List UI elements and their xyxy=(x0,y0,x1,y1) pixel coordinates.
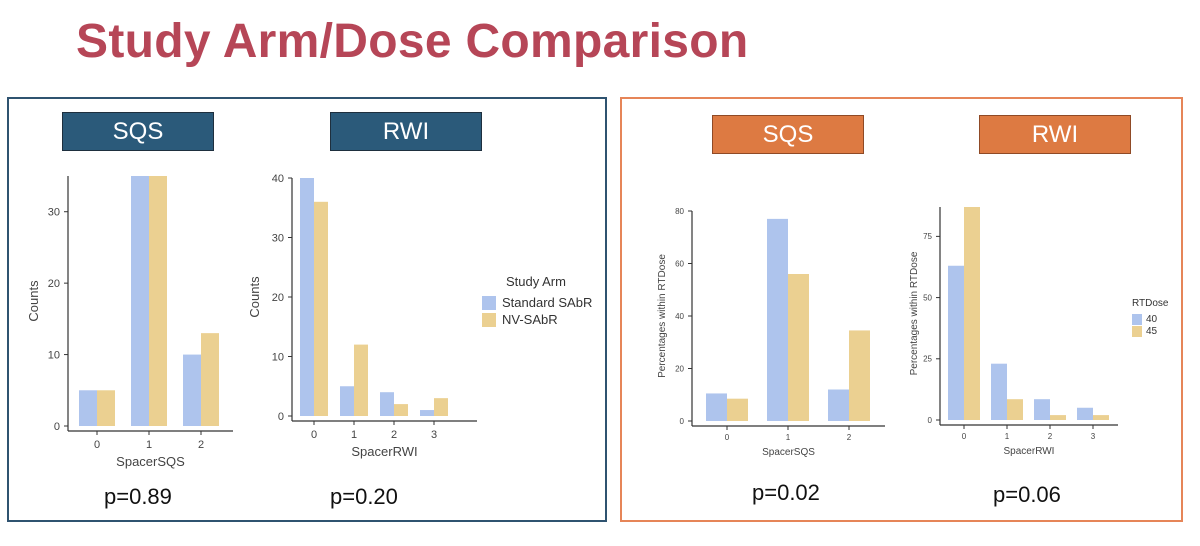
bar-series-b-0 xyxy=(727,398,748,421)
rtdose-legend: RTDose 40 45 xyxy=(1132,298,1169,337)
y-tick-label: 80 xyxy=(675,207,684,216)
y-tick-label: 20 xyxy=(48,278,60,290)
x-tick-label: 0 xyxy=(311,429,317,441)
bar-series-a-3 xyxy=(1077,407,1093,420)
y-axis-label: Percentages within RTDose xyxy=(657,254,668,378)
y-tick-label: 0 xyxy=(54,421,60,433)
percent-by-spacer-sqs-chart: 0 20 40 60 80 0 1 2 SpacerSQS Percentages within … xyxy=(657,207,885,458)
y-axis-label: Counts xyxy=(26,280,41,322)
left-sqs-pvalue: p=0.89 xyxy=(104,484,172,509)
bar-series-a-0 xyxy=(706,393,727,421)
bar-series-a-2 xyxy=(183,354,201,426)
x-tick-label: 0 xyxy=(725,433,730,442)
x-axis-label: SpacerRWI xyxy=(351,444,417,459)
x-tick-label: 1 xyxy=(786,433,791,442)
slide-title: Study Arm/Dose Comparison xyxy=(76,15,749,68)
bar-series-b-2 xyxy=(201,333,219,426)
y-tick-label: 50 xyxy=(923,293,932,302)
y-tick-label: 75 xyxy=(923,232,932,241)
legend-label: 40 xyxy=(1146,314,1158,325)
y-tick-label: 20 xyxy=(272,292,284,304)
legend-item: 45 xyxy=(1132,326,1169,337)
y-axis-label: Counts xyxy=(247,276,262,318)
y-tick-label: 60 xyxy=(675,259,684,268)
x-tick-label: 0 xyxy=(94,439,100,451)
bar-series-b-2 xyxy=(1050,415,1066,420)
bar-series-b-1 xyxy=(354,344,368,416)
bar-series-b-0 xyxy=(964,207,980,420)
counts-by-spacer-rwi-chart: 0 10 20 30 40 0 1 2 3 SpacerRWI Counts xyxy=(247,173,477,459)
legend-swatch xyxy=(1132,326,1142,337)
bar-series-a-2 xyxy=(828,389,849,421)
legend-label: Standard SAbR xyxy=(502,295,593,310)
bar-series-b-1 xyxy=(1007,399,1023,420)
study-arm-panel xyxy=(7,97,607,522)
left-rwi-header: RWI xyxy=(330,112,482,151)
bar-series-a-1 xyxy=(767,218,788,421)
legend-item: Standard SAbR xyxy=(482,295,592,310)
legend-title: Study Arm xyxy=(506,274,566,289)
percent-by-spacer-rwi-chart: 0 25 50 75 0 1 2 3 SpacerRWI Percentages within R… xyxy=(909,207,1118,457)
right-sqs-pvalue: p=0.02 xyxy=(752,480,820,505)
right-sqs-header: SQS xyxy=(712,115,864,154)
legend-label: NV-SAbR xyxy=(502,312,558,327)
counts-by-spacer-sqs-chart: 0 10 20 30 0 1 2 SpacerSQS Counts xyxy=(26,176,233,469)
bar-series-b-3 xyxy=(1093,415,1109,420)
bar-series-b-0 xyxy=(314,201,328,416)
bar-series-a-1 xyxy=(991,363,1007,420)
study-arm-legend: Study Arm Standard SAbR NV-SAbR xyxy=(482,274,592,327)
x-tick-label: 1 xyxy=(351,429,357,441)
bar-series-b-3 xyxy=(434,398,448,416)
bar-series-a-0 xyxy=(79,390,97,426)
legend-swatch xyxy=(1132,314,1142,325)
y-tick-label: 40 xyxy=(675,312,684,321)
legend-swatch xyxy=(482,295,496,310)
x-tick-label: 2 xyxy=(198,439,204,451)
y-tick-label: 10 xyxy=(272,351,284,363)
y-tick-label: 0 xyxy=(928,416,933,425)
x-axis-label: SpacerRWI xyxy=(1004,446,1055,457)
left-rwi-pvalue: p=0.20 xyxy=(330,484,398,509)
x-tick-label: 1 xyxy=(146,439,152,451)
y-tick-label: 0 xyxy=(278,411,284,423)
right-rwi-header: RWI xyxy=(979,115,1131,154)
legend-title: RTDose xyxy=(1132,298,1169,309)
rtdose-panel xyxy=(620,97,1183,522)
legend-swatch xyxy=(482,312,496,327)
x-axis-label: SpacerSQS xyxy=(762,447,815,458)
bar-series-b-2 xyxy=(394,404,408,416)
y-axis-label: Percentages within RTDose xyxy=(909,251,920,375)
right-rwi-pvalue: p=0.06 xyxy=(993,482,1061,507)
legend-item: NV-SAbR xyxy=(482,312,592,327)
y-tick-label: 40 xyxy=(272,173,284,185)
y-tick-label: 0 xyxy=(680,417,685,426)
y-tick-label: 10 xyxy=(48,349,60,361)
x-tick-label: 3 xyxy=(1091,432,1096,441)
x-tick-label: 3 xyxy=(431,429,437,441)
bar-series-a-3 xyxy=(420,410,434,416)
y-tick-label: 30 xyxy=(272,232,284,244)
bar-series-a-0 xyxy=(948,265,964,420)
bar-series-a-2 xyxy=(1034,399,1050,420)
bar-series-a-2 xyxy=(380,392,394,416)
y-tick-label: 20 xyxy=(675,364,684,373)
legend-label: 45 xyxy=(1146,326,1158,337)
x-tick-label: 1 xyxy=(1005,432,1010,441)
y-tick-label: 30 xyxy=(48,207,60,219)
x-tick-label: 2 xyxy=(847,433,852,442)
x-tick-label: 0 xyxy=(962,432,967,441)
x-tick-label: 2 xyxy=(1048,432,1053,441)
y-tick-label: 25 xyxy=(923,355,932,364)
bar-series-b-2 xyxy=(849,330,870,421)
legend-item: 40 xyxy=(1132,314,1169,325)
bar-series-b-0 xyxy=(97,390,115,426)
bar-series-a-1 xyxy=(131,176,149,426)
bar-series-b-1 xyxy=(149,176,167,426)
bar-series-a-1 xyxy=(340,386,354,416)
x-axis-label: SpacerSQS xyxy=(116,454,185,469)
x-tick-label: 2 xyxy=(391,429,397,441)
bar-series-a-0 xyxy=(300,178,314,416)
bar-series-b-1 xyxy=(788,274,809,421)
left-sqs-header: SQS xyxy=(62,112,214,151)
